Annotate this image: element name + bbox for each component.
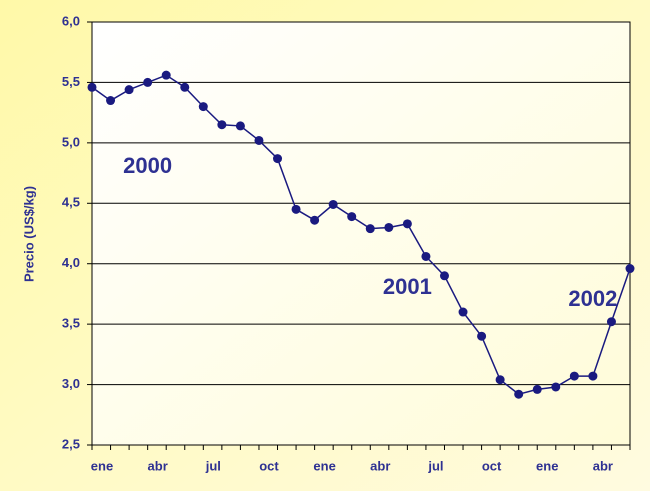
point <box>588 371 598 381</box>
point <box>402 219 412 229</box>
x-tick-label: ene <box>536 458 558 473</box>
point <box>235 121 245 131</box>
annotation: 2001 <box>383 274 432 299</box>
x-tick-label: oct <box>482 458 502 473</box>
point <box>365 224 375 234</box>
point <box>291 204 301 214</box>
point <box>180 82 190 92</box>
point <box>310 215 320 225</box>
point <box>124 85 134 95</box>
point <box>625 264 635 274</box>
point <box>254 135 264 145</box>
plot-area <box>91 21 631 446</box>
point <box>532 384 542 394</box>
y-tick-label: 3,0 <box>62 376 80 391</box>
y-tick-label: 5,5 <box>62 74 80 89</box>
point <box>273 154 283 164</box>
point <box>217 120 227 130</box>
point <box>495 375 505 385</box>
y-tick-label: 2,5 <box>62 436 80 451</box>
y-tick-label: 4,0 <box>62 255 80 270</box>
point <box>439 271 449 281</box>
x-tick-label: ene <box>91 458 113 473</box>
point <box>347 212 357 222</box>
y-axis-label: Precio (US$/kg) <box>21 186 36 282</box>
point <box>328 199 338 209</box>
x-tick-label: abr <box>370 458 390 473</box>
x-tick-label: ene <box>313 458 335 473</box>
point <box>143 77 153 87</box>
point <box>87 82 97 92</box>
y-tick-label: 4,5 <box>62 195 80 210</box>
x-tick-label: jul <box>427 458 443 473</box>
y-tick-label: 3,5 <box>62 316 80 331</box>
point <box>106 96 116 106</box>
annotation: 2002 <box>568 286 617 311</box>
annotation: 2000 <box>123 153 172 178</box>
point <box>514 389 524 399</box>
x-tick-label: jul <box>205 458 221 473</box>
point <box>161 70 171 80</box>
point <box>569 371 579 381</box>
y-tick-label: 5,0 <box>62 134 80 149</box>
point <box>458 307 468 317</box>
point <box>421 251 431 261</box>
x-tick-label: abr <box>148 458 168 473</box>
point <box>551 382 561 392</box>
point <box>384 222 394 232</box>
x-tick-label: oct <box>259 458 279 473</box>
y-tick-label: 6,0 <box>62 13 80 28</box>
point <box>198 102 208 112</box>
point <box>606 317 616 327</box>
x-tick-label: abr <box>593 458 613 473</box>
point <box>477 331 487 341</box>
